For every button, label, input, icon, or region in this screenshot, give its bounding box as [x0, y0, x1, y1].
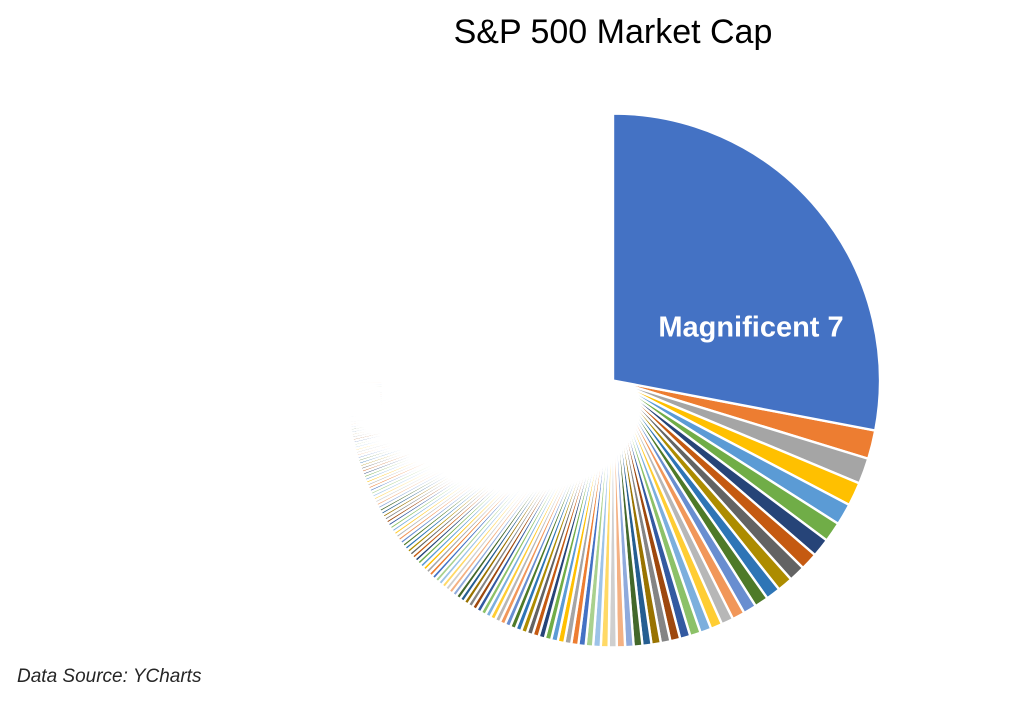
chart-title: S&P 500 Market Cap	[453, 13, 773, 51]
magnificent-7-slice	[611, 112, 882, 432]
data-source-note: Data Source: YCharts	[17, 666, 202, 687]
